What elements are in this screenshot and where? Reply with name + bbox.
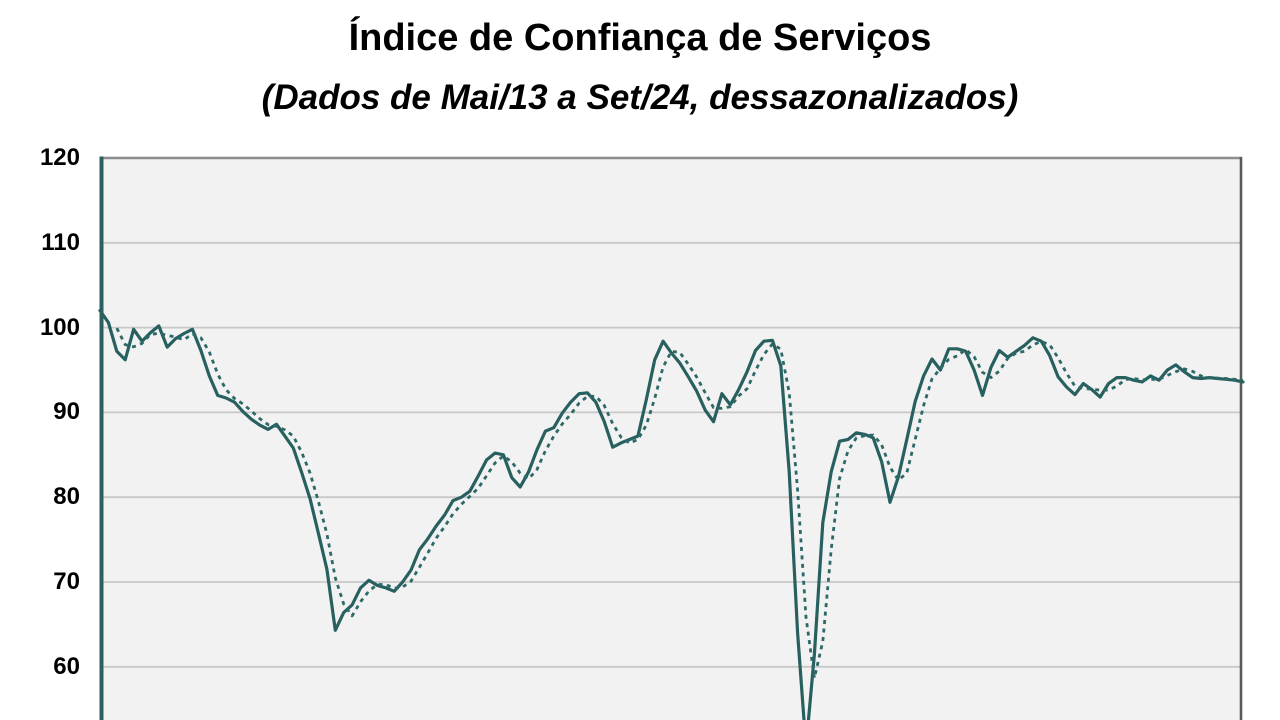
series-dashed-line [115, 327, 1244, 680]
y-axis-tick-label: 70 [53, 568, 80, 595]
y-axis-tick-label: 60 [53, 653, 80, 680]
y-axis-tick-label: 100 [39, 314, 80, 341]
y-axis-tick-label: 120 [39, 144, 80, 171]
y-axis-tick-label: 80 [53, 483, 80, 510]
y-axis-tick-label: 90 [53, 398, 80, 425]
series-solid-line [98, 309, 1245, 720]
y-axis-tick-label: 110 [41, 229, 80, 256]
chart-title: Índice de Confiança de Serviços [348, 17, 932, 59]
chart-subtitle: (Dados de Mai/13 a Set/24, dessazonaliza… [261, 78, 1019, 117]
plot-background [101, 157, 1241, 720]
